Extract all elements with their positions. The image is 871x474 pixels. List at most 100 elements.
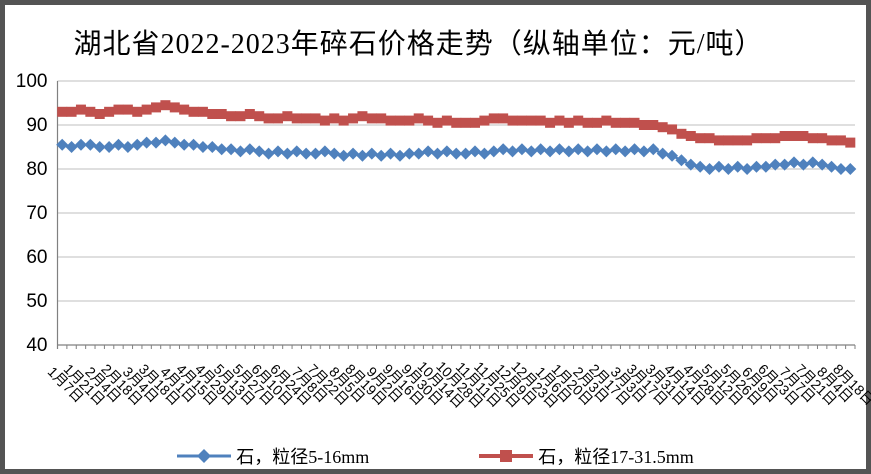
data-point-marker [834, 163, 847, 175]
data-point-marker [460, 117, 471, 128]
data-point-marker [525, 145, 538, 158]
data-point-marker [393, 149, 406, 162]
data-point-marker [338, 115, 349, 126]
data-point-marker [187, 138, 200, 151]
data-point-marker [751, 133, 762, 144]
chart-legend: 石，粒径5-16mm 石，粒径17-31.5mm [0, 443, 871, 469]
data-point-marker [366, 113, 377, 124]
data-point-marker [722, 163, 735, 175]
data-point-marker [789, 131, 800, 141]
data-point-marker [140, 136, 153, 149]
data-point-marker [93, 141, 106, 153]
data-point-marker [216, 109, 227, 119]
data-point-marker [150, 136, 163, 149]
data-point-marker [225, 143, 238, 156]
data-point-marker [159, 134, 172, 147]
data-point-marker [553, 143, 566, 156]
data-point-marker [637, 145, 650, 158]
data-point-marker [581, 145, 594, 158]
data-point-marker [301, 113, 312, 124]
data-point-marker [667, 124, 678, 135]
data-point-marker [385, 115, 396, 126]
data-point-marker [732, 135, 743, 146]
data-point-marker [845, 137, 856, 148]
data-point-marker [516, 115, 527, 126]
data-point-marker [132, 106, 143, 117]
data-point-marker [704, 133, 715, 144]
legend-label-stone-17-31-5: 石，粒径17-31.5mm [538, 447, 694, 467]
data-point-marker [488, 113, 499, 124]
data-point-marker [600, 145, 613, 158]
legend-label-stone-5-16: 石，粒径5-16mm [236, 447, 370, 467]
data-point-marker [206, 141, 219, 153]
data-point-marker [413, 113, 424, 124]
data-point-marker [432, 117, 443, 128]
chart-title: 湖北省2022-2023年碎石价格走势（纵轴单位：元/吨） [73, 29, 764, 60]
data-point-marker [215, 143, 228, 156]
data-point-marker [798, 131, 809, 141]
data-point-marker [440, 145, 453, 158]
data-point-marker [244, 109, 255, 119]
y-axis-label: 70 [26, 203, 47, 224]
data-point-marker [779, 131, 790, 141]
data-point-marker [573, 115, 584, 126]
data-point-marker [825, 160, 838, 173]
data-point-marker [760, 133, 771, 144]
data-point-marker [713, 135, 724, 146]
data-point-marker [104, 106, 115, 117]
data-point-marker [262, 147, 275, 160]
data-point-marker [470, 117, 481, 128]
data-point-marker [657, 122, 668, 133]
data-point-marker [562, 145, 575, 158]
data-point-marker [712, 160, 725, 173]
data-point-marker [620, 117, 631, 128]
data-point-marker [788, 156, 801, 169]
data-point-marker [282, 111, 293, 122]
data-point-marker [328, 147, 341, 160]
data-point-marker [731, 160, 744, 173]
data-point-marker [656, 147, 669, 160]
data-point-marker [291, 113, 302, 124]
data-point-marker [591, 117, 602, 128]
data-point-marker [778, 158, 791, 171]
data-point-marker [253, 145, 266, 158]
data-point-marker [168, 136, 181, 149]
data-point-marker [610, 117, 621, 128]
data-point-marker [535, 115, 546, 126]
data-point-marker [347, 147, 360, 160]
data-point-marker [807, 133, 818, 144]
data-point-marker [507, 115, 518, 126]
data-point-marker [56, 138, 69, 151]
data-point-marker [497, 143, 510, 156]
data-point-marker [582, 117, 593, 128]
data-point-marker [526, 115, 537, 126]
data-point-marker [290, 145, 303, 158]
data-point-marker [319, 115, 330, 126]
data-point-marker [487, 145, 500, 158]
data-point-marker [84, 138, 97, 151]
data-point-marker [741, 163, 754, 175]
data-point-marker [357, 111, 368, 122]
y-axis-label: 80 [26, 159, 47, 180]
data-point-marker [141, 104, 152, 115]
data-point-marker [742, 135, 753, 146]
data-point-marker [816, 158, 829, 171]
data-point-marker [197, 106, 208, 117]
data-point-marker [459, 147, 472, 160]
data-point-marker [310, 113, 321, 124]
data-point-marker [750, 160, 763, 173]
data-point-marker [675, 154, 688, 167]
data-point-marker [723, 135, 734, 146]
data-point-marker [300, 147, 313, 160]
data-point-marker [590, 143, 603, 156]
data-point-marker [337, 149, 350, 162]
data-point-marker [75, 104, 86, 115]
data-point-marker [103, 141, 116, 153]
data-point-marker [759, 160, 772, 173]
data-point-marker [263, 113, 274, 124]
y-axis-label: 90 [26, 115, 47, 136]
data-point-marker [479, 115, 490, 126]
data-point-marker [412, 147, 425, 160]
data-point-marker [121, 141, 134, 153]
